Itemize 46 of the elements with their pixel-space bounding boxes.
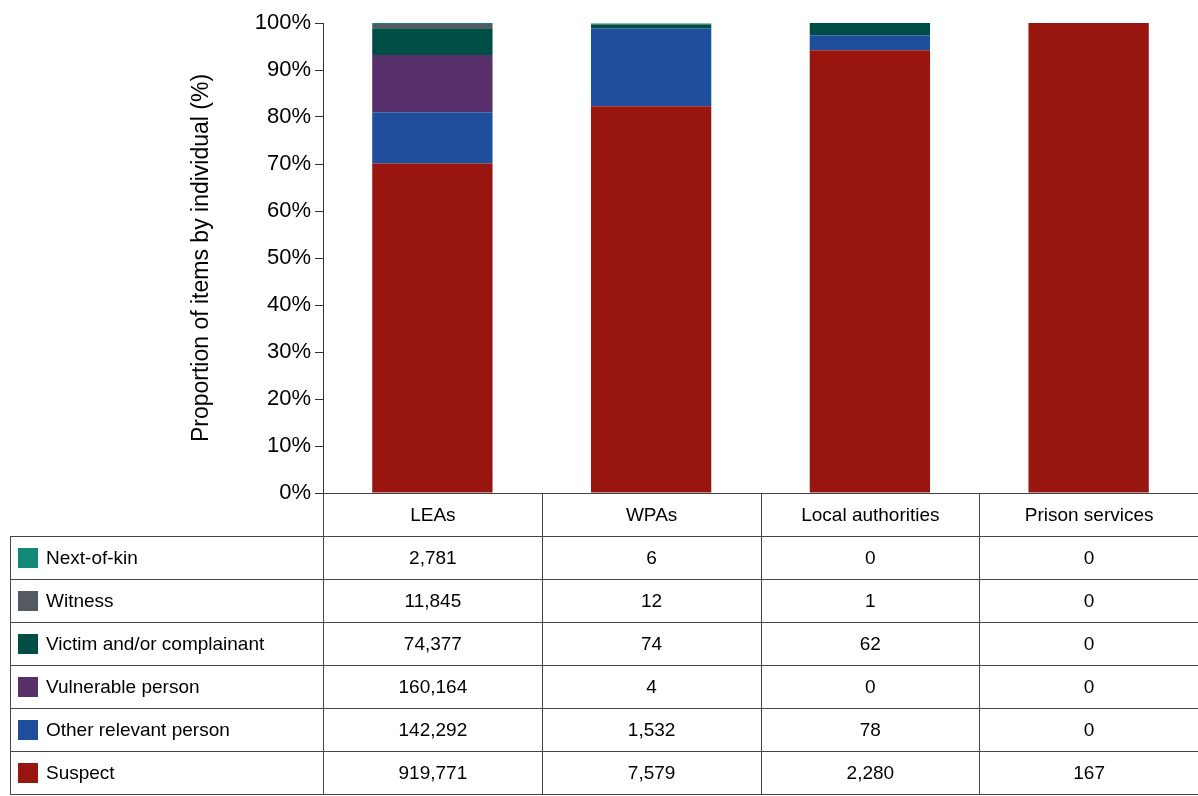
data-label: 12 — [542, 579, 761, 623]
data-label: 2,781 — [323, 536, 543, 580]
y-tick-label: 70% — [266, 150, 311, 176]
data-label: 1 — [761, 579, 980, 623]
data-label: 0 — [979, 622, 1198, 666]
data-label: 11,845 — [323, 579, 543, 623]
y-tick-label: 30% — [266, 338, 311, 364]
data-label: 2,280 — [761, 751, 980, 795]
data-label: 0 — [979, 536, 1198, 580]
category-label: WPAs — [542, 493, 761, 537]
y-tick-label: 90% — [266, 56, 311, 82]
data-label: 62 — [761, 622, 980, 666]
data-label: 7,579 — [542, 751, 761, 795]
y-tick-label: 10% — [266, 432, 311, 458]
data-label: 6 — [542, 536, 761, 580]
legend-label: Other relevant person — [46, 719, 230, 740]
data-label: 4 — [542, 665, 761, 709]
data-label: 74 — [542, 622, 761, 666]
category-label: Prison services — [979, 493, 1198, 537]
data-label: 167 — [979, 751, 1198, 795]
y-tick-label: 100% — [254, 9, 311, 35]
y-tick-label: 50% — [266, 244, 311, 270]
data-label: 0 — [979, 708, 1198, 752]
data-label: 919,771 — [323, 751, 543, 795]
legend-label: Vulnerable person — [46, 676, 200, 697]
legend-label: Suspect — [46, 762, 115, 783]
y-tick-label: 60% — [266, 197, 311, 223]
data-label: 0 — [979, 665, 1198, 709]
data-label: 0 — [761, 665, 980, 709]
legend-label: Witness — [46, 590, 114, 611]
y-tick-label: 80% — [266, 103, 311, 129]
data-label: 74,377 — [323, 622, 543, 666]
y-axis-title: Proportion of items by individual (%) — [187, 73, 214, 443]
y-tick-label: 0% — [279, 479, 311, 505]
category-label: Local authorities — [761, 493, 980, 537]
legend-label: Next-of-kin — [46, 547, 138, 568]
legend-label: Victim and/or complainant — [46, 633, 265, 654]
data-label: 0 — [979, 579, 1198, 623]
data-label: 0 — [761, 536, 980, 580]
data-label: 142,292 — [323, 708, 543, 752]
data-label: 78 — [761, 708, 980, 752]
data-label: 160,164 — [323, 665, 543, 709]
y-tick-label: 40% — [266, 291, 311, 317]
category-label: LEAs — [323, 493, 543, 537]
y-tick-label: 20% — [266, 385, 311, 411]
data-label: 1,532 — [542, 708, 761, 752]
